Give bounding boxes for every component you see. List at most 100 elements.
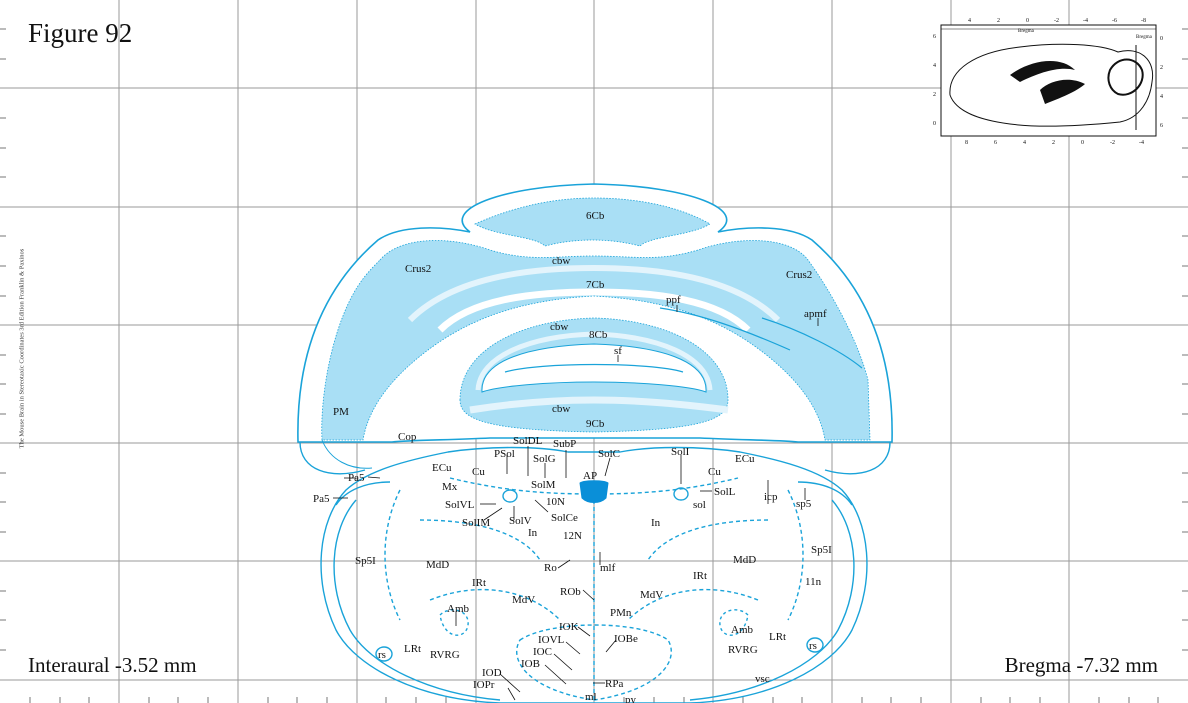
sol-marker: [673, 487, 689, 501]
bregma-coordinate: Bregma -7.32 mm: [1004, 653, 1158, 677]
label-subp: SubP: [553, 438, 576, 450]
inset-top-tick: 4: [968, 18, 971, 24]
label-crus2-left: Crus2: [405, 263, 431, 275]
label-solv: SolV: [509, 515, 532, 527]
label-rvrg-left: RVRG: [430, 649, 460, 661]
label-solm: SolM: [531, 479, 556, 491]
label-mdv-left: MdV: [512, 594, 535, 606]
label-sp5: sp5: [796, 498, 812, 510]
amb-region-left: [439, 609, 469, 636]
label-7cb: 7Cb: [586, 279, 605, 291]
mdd-boundary-right: [647, 519, 769, 561]
figure-title: Figure 92: [28, 18, 133, 48]
inset-left-ticks: 6 4 2 0: [933, 34, 936, 127]
label-rpa: RPa: [605, 678, 623, 690]
label-soll: SolL: [714, 486, 736, 498]
inset-top-tick: -6: [1112, 18, 1117, 24]
medulla-inner-outline: [333, 499, 855, 701]
label-6cb: 6Cb: [586, 210, 605, 222]
inset-bottom-tick: 2: [1052, 140, 1055, 146]
label-cu-right: Cu: [708, 466, 721, 478]
inset-ventricle: [1010, 60, 1075, 82]
label-solc: SolC: [598, 448, 620, 460]
label-in-right: In: [651, 517, 661, 529]
sp5i-boundary-left: [384, 489, 401, 621]
cbw-band-3: [469, 396, 729, 414]
label-ecu-left: ECu: [432, 462, 452, 474]
label-psol: PSol: [494, 448, 515, 460]
inset-left-tick: 0: [933, 121, 936, 127]
inset-left-tick: 4: [933, 63, 936, 69]
label-solvl: SolVL: [445, 499, 475, 511]
label-amb-right: Amb: [731, 624, 754, 636]
inset-bottom-tick: -4: [1139, 140, 1144, 146]
irt-boundary-right: [627, 588, 759, 621]
label-rvrg-right: RVRG: [728, 644, 758, 656]
label-mx: Mx: [442, 481, 458, 493]
inset-top-tick: 0: [1026, 18, 1029, 24]
mdd-boundary-left: [419, 519, 541, 561]
label-solg: SolG: [533, 453, 556, 465]
inset-left-tick: 2: [933, 92, 936, 98]
label-irt-right: IRt: [693, 570, 707, 582]
label-iob: IOB: [521, 658, 540, 670]
inset-bregma-label-right: Bregma: [1136, 35, 1153, 40]
medulla: [320, 446, 868, 703]
cerebellar-edge-left: [321, 439, 373, 469]
label-rs-left: rs: [378, 649, 386, 661]
cerebellum-inner-outline: [299, 441, 891, 475]
edge-ticks: [0, 28, 1188, 703]
label-cbw-3: cbw: [552, 403, 570, 415]
label-ap: AP: [583, 470, 597, 482]
label-cop: Cop: [398, 431, 417, 443]
label-irt-left: IRt: [472, 577, 486, 589]
label-apmf: apmf: [804, 308, 827, 320]
inset-bottom-tick: 0: [1081, 140, 1084, 146]
label-rs-right: rs: [809, 640, 817, 652]
inset-right-tick: 4: [1160, 94, 1163, 100]
label-sf: sf: [614, 345, 622, 357]
interaural-coordinate: Interaural -3.52 mm: [28, 653, 197, 677]
label-pa5-1: Pa5: [348, 472, 365, 484]
label-iok: IOK: [559, 621, 579, 633]
label-ro: Ro: [544, 562, 557, 574]
label-mlf: mlf: [600, 562, 616, 574]
label-crus2-right: Crus2: [786, 269, 812, 281]
label-10n: 10N: [546, 496, 565, 508]
region-labels: 6Cb Crus2 Crus2 cbw 7Cb ppf apmf cbw 8Cb…: [313, 210, 832, 703]
sagittal-inset: 4 2 0 -2 -4 -6 -8 8 6 4 2 0 -2 -4 6 4 2: [933, 18, 1163, 146]
fissure-sf: [504, 363, 684, 373]
label-12n: 12N: [563, 530, 582, 542]
label-ml: ml: [585, 691, 597, 703]
inset-bottom-tick: 6: [994, 140, 997, 146]
label-ppf: ppf: [666, 294, 681, 306]
label-lrt-left: LRt: [404, 643, 421, 655]
label-solce: SolCe: [551, 512, 578, 524]
label-iovl: IOVL: [538, 634, 565, 646]
label-in-left: In: [528, 527, 538, 539]
amb-region-right: [719, 609, 749, 636]
rs-right-marker: [806, 637, 824, 653]
label-8cb: 8Cb: [589, 329, 608, 341]
inset-bottom-tick: 4: [1023, 140, 1026, 146]
label-pmn: PMn: [610, 607, 632, 619]
label-mdd-left: MdD: [426, 559, 449, 571]
label-solim: SolIM: [462, 517, 490, 529]
inset-top-tick: -2: [1054, 18, 1059, 24]
lateral-recess-left: [335, 481, 391, 506]
lobule-9cb-core: [481, 343, 707, 393]
label-ioc: IOC: [533, 646, 552, 658]
lateral-recess-right: [797, 481, 853, 506]
label-iopr: IOPr: [473, 679, 495, 691]
side-credit: The Mouse Brain in Stereotaxic Coordinat…: [18, 248, 26, 449]
sp5i-boundary-right: [787, 489, 804, 621]
label-cbw-1: cbw: [552, 255, 570, 267]
fissure-apmf: [761, 317, 863, 369]
label-mdd-right: MdD: [733, 554, 756, 566]
rs-left-marker: [375, 646, 393, 662]
label-11n: 11n: [805, 576, 822, 588]
label-icp: icp: [764, 491, 778, 503]
inset-right-tick: 2: [1160, 65, 1163, 71]
